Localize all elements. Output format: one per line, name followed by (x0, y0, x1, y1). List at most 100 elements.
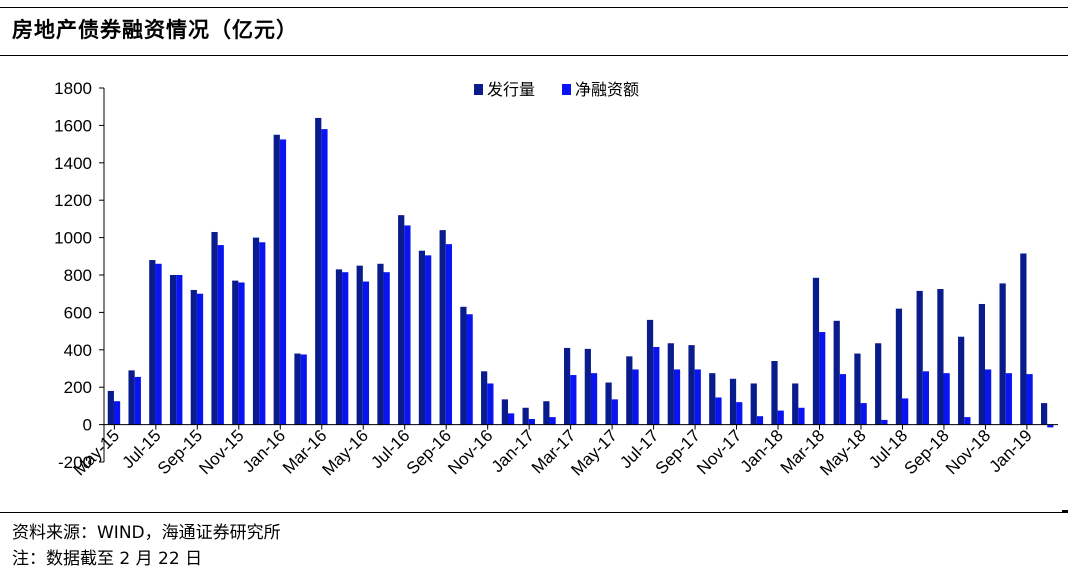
legend-swatch (474, 84, 483, 95)
y-tick-label: 1800 (54, 79, 92, 98)
x-tick-label: Sep-16 (403, 426, 455, 478)
bar-issuance (543, 401, 550, 425)
bar-net-financing (155, 263, 162, 425)
bar-issuance (833, 320, 840, 425)
bar-net-financing (632, 369, 639, 425)
bar-issuance (128, 370, 135, 425)
bar-net-financing (176, 275, 183, 425)
bar-issuance (273, 134, 280, 425)
bar-issuance (377, 263, 384, 425)
x-tick-label: Jan-17 (488, 426, 538, 476)
x-tick-label: Jan-16 (239, 426, 289, 476)
bar-issuance (190, 289, 197, 425)
x-tick-label: May-18 (816, 426, 870, 480)
bar-net-financing (321, 129, 328, 425)
bar-net-financing (964, 417, 971, 425)
bar-net-financing (487, 383, 494, 425)
bar-issuance (335, 269, 343, 425)
bar-issuance (895, 308, 903, 425)
bar-net-financing (528, 418, 535, 425)
bar-net-financing (134, 376, 141, 425)
bar-net-financing (1047, 424, 1054, 428)
bar-issuance (149, 260, 156, 425)
bar-issuance (315, 117, 322, 425)
bar-net-financing (113, 401, 121, 425)
bar-issuance (211, 231, 218, 425)
bar-issuance (563, 347, 571, 425)
bar-net-financing (922, 371, 930, 425)
chart-title: 房地产债券融资情况（亿元） (12, 18, 298, 42)
y-tick-label: 1200 (54, 191, 92, 210)
x-tick-label: Sep-15 (154, 426, 206, 478)
bar-net-financing (839, 374, 847, 425)
bar-issuance (958, 336, 965, 425)
bar-net-financing (300, 354, 307, 425)
bar-issuance (792, 383, 799, 425)
bar-issuance (937, 289, 944, 425)
x-tick-label: Sep-17 (652, 426, 704, 478)
bar-net-financing (756, 416, 764, 425)
bar-net-financing (425, 255, 432, 425)
bar-net-financing (798, 407, 805, 425)
bar-issuance (1020, 253, 1027, 425)
bar-issuance (584, 348, 591, 425)
bar-issuance (771, 361, 778, 425)
x-tick-label: Sep-18 (901, 426, 953, 478)
bar-net-financing (570, 375, 577, 425)
bar-issuance (398, 215, 405, 425)
bar-issuance (854, 353, 861, 425)
x-tick-label: Nov-15 (195, 426, 247, 478)
bar-net-financing (673, 369, 681, 425)
bar-issuance (978, 303, 985, 425)
bar-net-financing (590, 373, 598, 425)
bar-issuance (439, 230, 446, 425)
rule-end-mark (1062, 510, 1068, 513)
bar-net-financing (860, 403, 867, 425)
bar-net-financing (549, 417, 556, 425)
bar-net-financing (694, 369, 701, 425)
bar-net-financing (1026, 374, 1033, 425)
bar-issuance (605, 382, 612, 425)
bar-issuance (460, 306, 467, 425)
bar-net-financing (362, 281, 370, 425)
y-tick-label: 0 (83, 416, 92, 435)
y-tick-label: 1600 (54, 116, 92, 135)
x-tick-label: Nov-17 (693, 426, 745, 478)
bar-net-financing (736, 402, 743, 425)
x-tick-label: May-17 (567, 426, 621, 480)
bar-issuance (812, 277, 820, 425)
bar-net-financing (715, 397, 722, 425)
bar-issuance (667, 343, 674, 425)
bar-net-financing (943, 373, 950, 425)
legend-swatch (562, 84, 571, 95)
bar-net-financing (611, 399, 618, 425)
bar-net-financing (819, 332, 826, 425)
bottom-rule (0, 512, 1068, 513)
bar-issuance (169, 275, 177, 425)
bar-issuance (418, 250, 426, 425)
x-tick-label: Jan-19 (986, 426, 1036, 476)
bar-issuance (1040, 403, 1048, 425)
bar-issuance (875, 343, 882, 425)
bar-net-financing (196, 293, 204, 425)
title-rule (0, 55, 1068, 56)
bar-issuance (252, 237, 260, 425)
bar-net-financing (383, 272, 390, 425)
top-rule (0, 7, 1068, 8)
bar-net-financing (445, 244, 453, 425)
y-tick-label: 1000 (54, 229, 92, 248)
y-tick-label: 600 (64, 303, 92, 322)
y-tick-label: -200 (58, 453, 92, 472)
bar-net-financing (902, 398, 909, 425)
bar-issuance (646, 319, 654, 425)
bar-net-financing (238, 282, 245, 425)
bar-issuance (501, 399, 508, 425)
y-tick-label: 200 (64, 378, 92, 397)
x-tick-label: Nov-18 (942, 426, 994, 478)
bar-issuance (107, 390, 114, 425)
bar-issuance (688, 345, 695, 425)
bar-issuance (999, 283, 1006, 425)
bar-net-financing (777, 410, 784, 425)
bar-issuance (522, 407, 529, 425)
legend-label: 净融资额 (575, 80, 639, 99)
